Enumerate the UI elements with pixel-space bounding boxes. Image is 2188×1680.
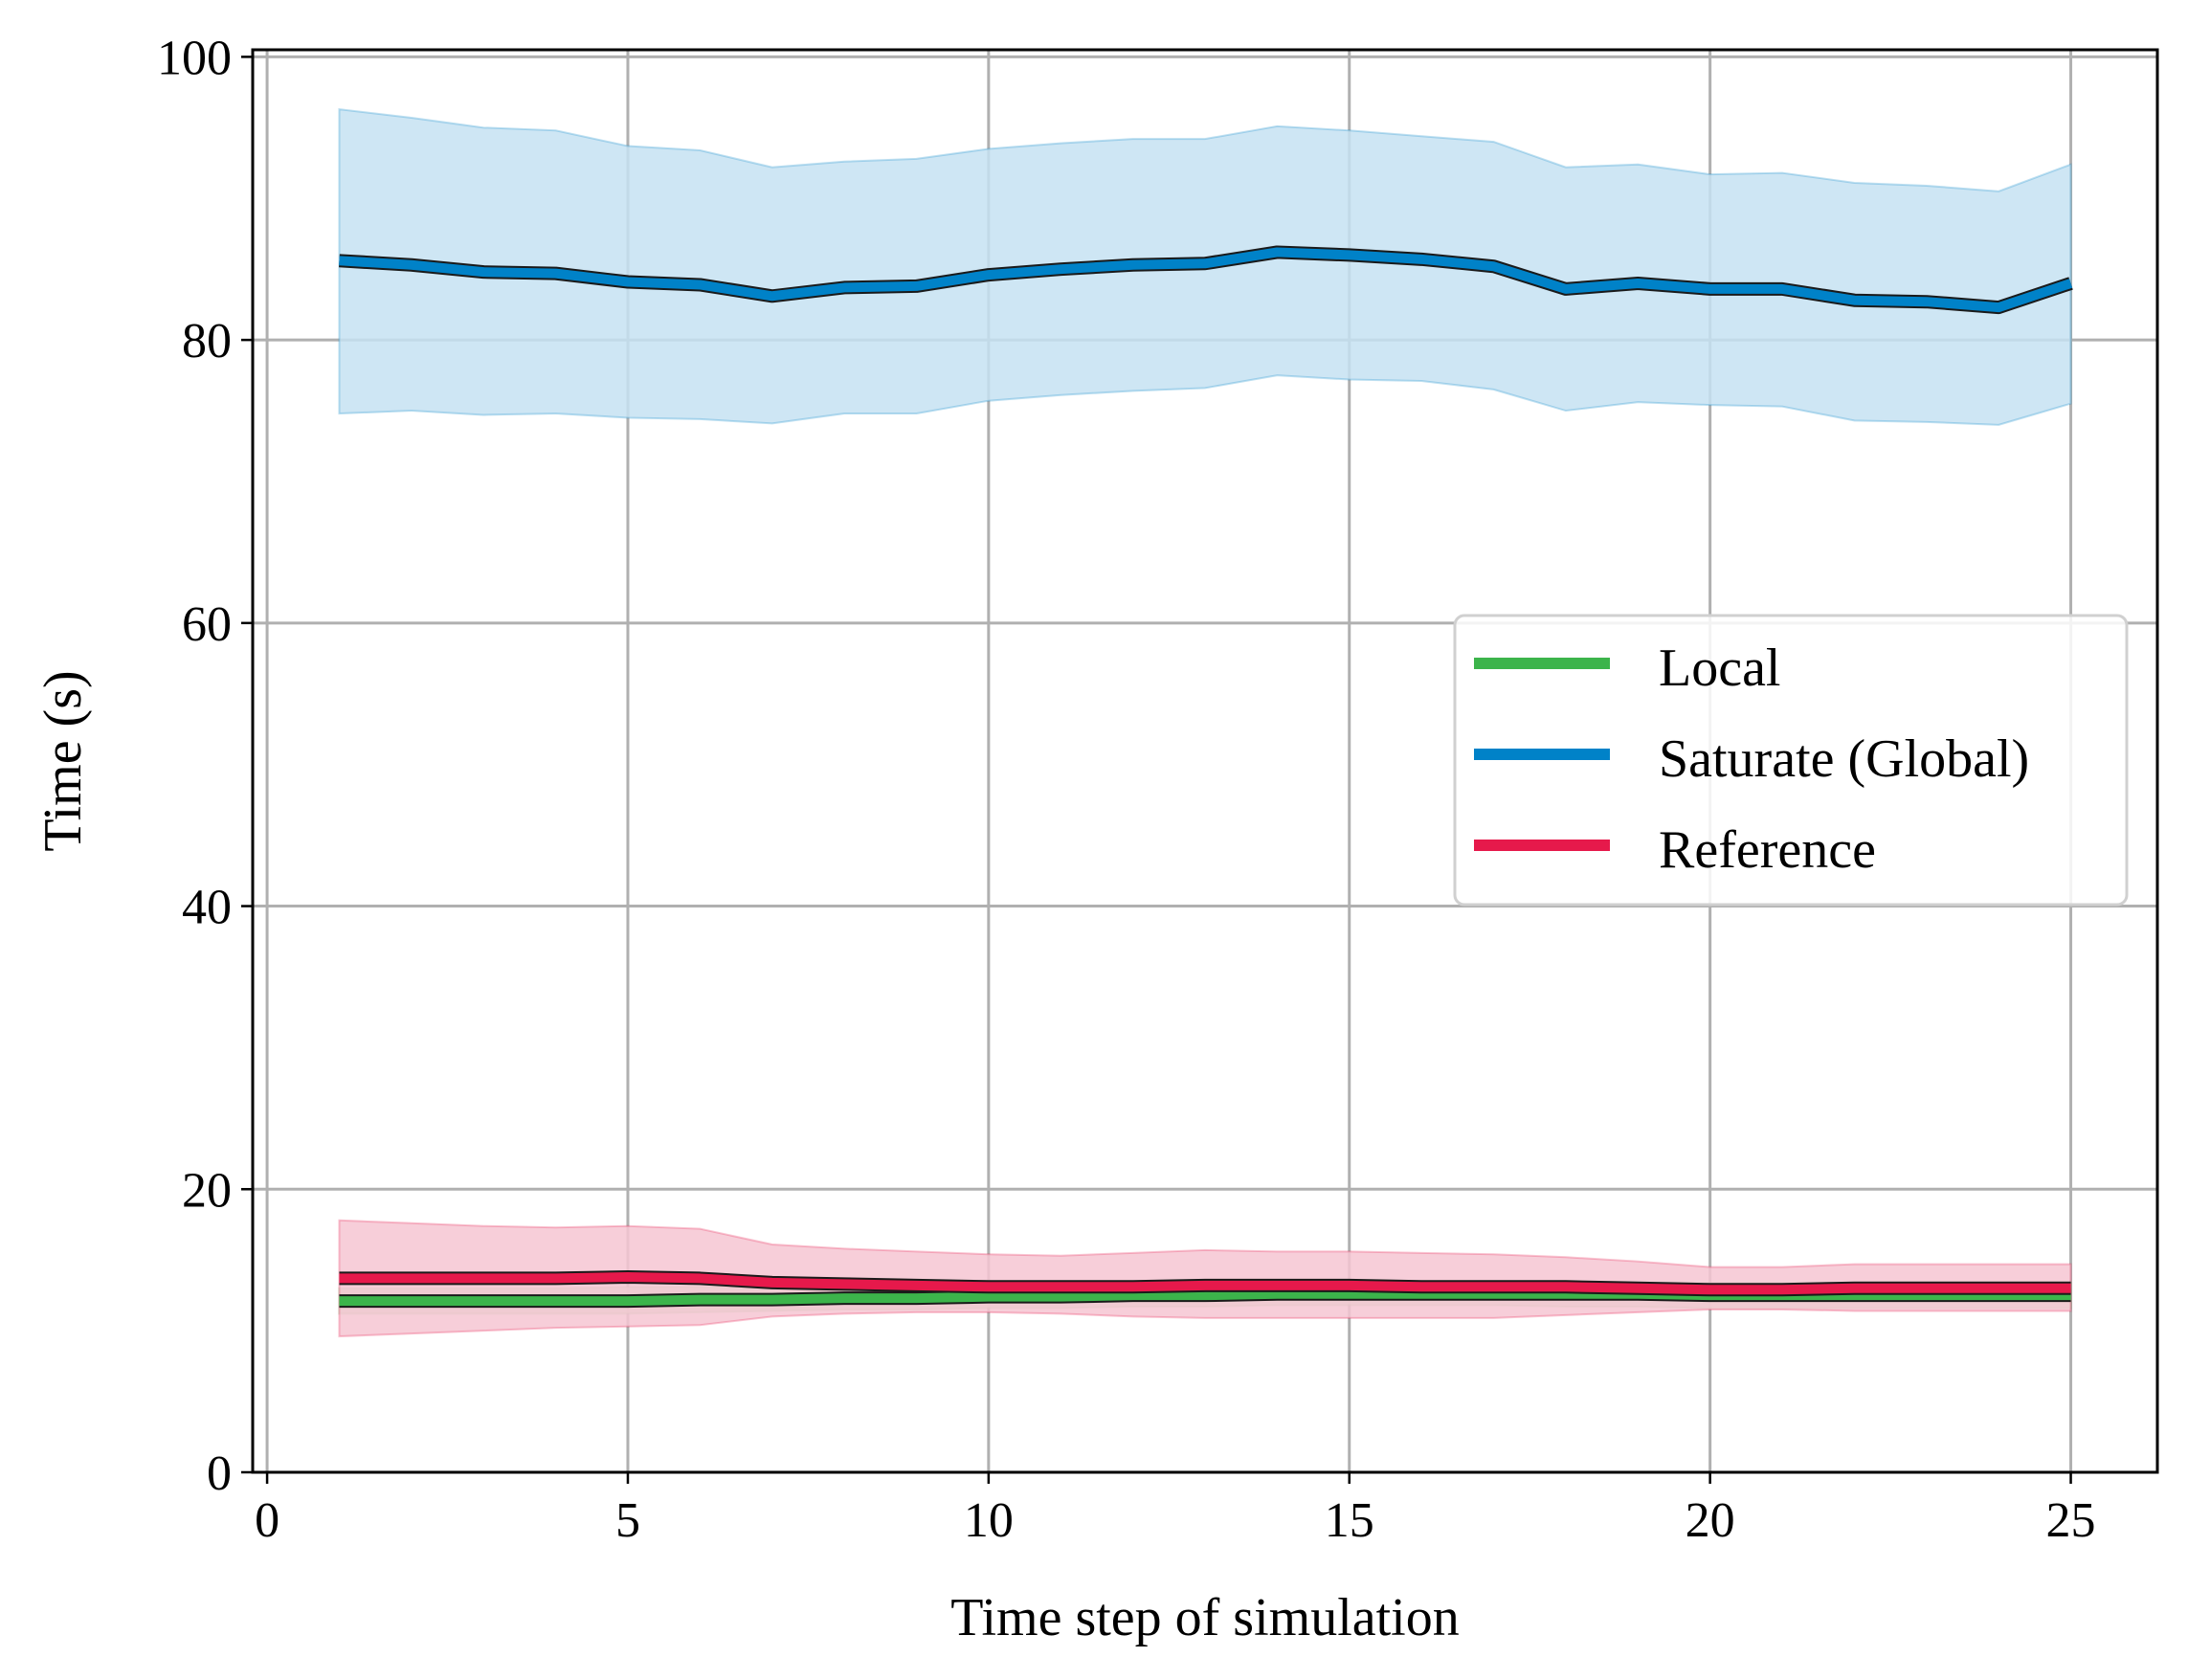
y-tick-label: 40 bbox=[182, 881, 232, 935]
band-reference bbox=[338, 1219, 2072, 1338]
legend-label-local: Local bbox=[1659, 638, 1780, 698]
x-tick-label: 0 bbox=[255, 1493, 279, 1548]
line-reference bbox=[339, 1271, 2071, 1295]
legend-label-saturate: Saturate (Global) bbox=[1659, 729, 2029, 789]
line-saturate-global bbox=[339, 247, 2073, 313]
legend-box bbox=[1453, 614, 2129, 907]
series-lines bbox=[339, 245, 2073, 1309]
x-tick-label: 25 bbox=[2046, 1493, 2096, 1548]
y-tick-label: 0 bbox=[207, 1446, 232, 1501]
y-axis-label: Time (s) bbox=[33, 670, 93, 851]
x-tick-label: 5 bbox=[615, 1493, 640, 1548]
legend: Local Saturate (Global) Reference bbox=[1453, 614, 2129, 907]
y-tick-label: 80 bbox=[182, 314, 232, 369]
y-tick-label: 20 bbox=[182, 1163, 232, 1218]
legend-label-reference: Reference bbox=[1659, 820, 1876, 880]
y-tick-label: 100 bbox=[157, 31, 232, 85]
x-axis-label: Time step of simulation bbox=[950, 1588, 1460, 1647]
plot-frame bbox=[251, 48, 2159, 1474]
x-tick-label: 15 bbox=[1325, 1493, 1374, 1548]
y-tick-label: 60 bbox=[182, 597, 232, 652]
x-tick-label: 10 bbox=[964, 1493, 1014, 1548]
axis-ticks: 0 5 10 15 20 25 0 20 40 60 80 100 bbox=[157, 31, 2096, 1548]
x-tick-label: 20 bbox=[1686, 1493, 1735, 1548]
